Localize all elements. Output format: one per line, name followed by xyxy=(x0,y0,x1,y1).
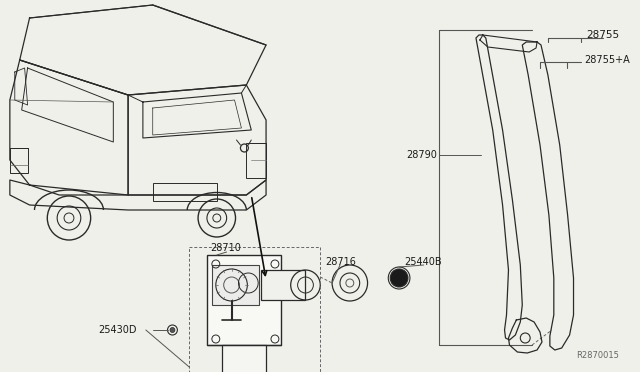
Text: 28755+A: 28755+A xyxy=(584,55,630,65)
Text: 28710: 28710 xyxy=(210,243,241,253)
Bar xyxy=(153,183,217,201)
Bar xyxy=(207,255,281,345)
Bar xyxy=(212,265,259,305)
Text: 28755: 28755 xyxy=(586,30,620,40)
Text: 25440B: 25440B xyxy=(404,257,442,267)
Text: 28716: 28716 xyxy=(325,257,356,267)
Circle shape xyxy=(390,269,408,287)
Polygon shape xyxy=(522,42,573,350)
Bar xyxy=(246,143,266,178)
Text: R2870015: R2870015 xyxy=(576,351,619,360)
Text: 25430D: 25430D xyxy=(99,325,137,335)
Polygon shape xyxy=(476,35,522,340)
Bar xyxy=(10,148,28,173)
Text: 28790: 28790 xyxy=(406,150,437,160)
Circle shape xyxy=(170,327,175,333)
Bar xyxy=(221,345,266,372)
Bar xyxy=(261,270,305,300)
